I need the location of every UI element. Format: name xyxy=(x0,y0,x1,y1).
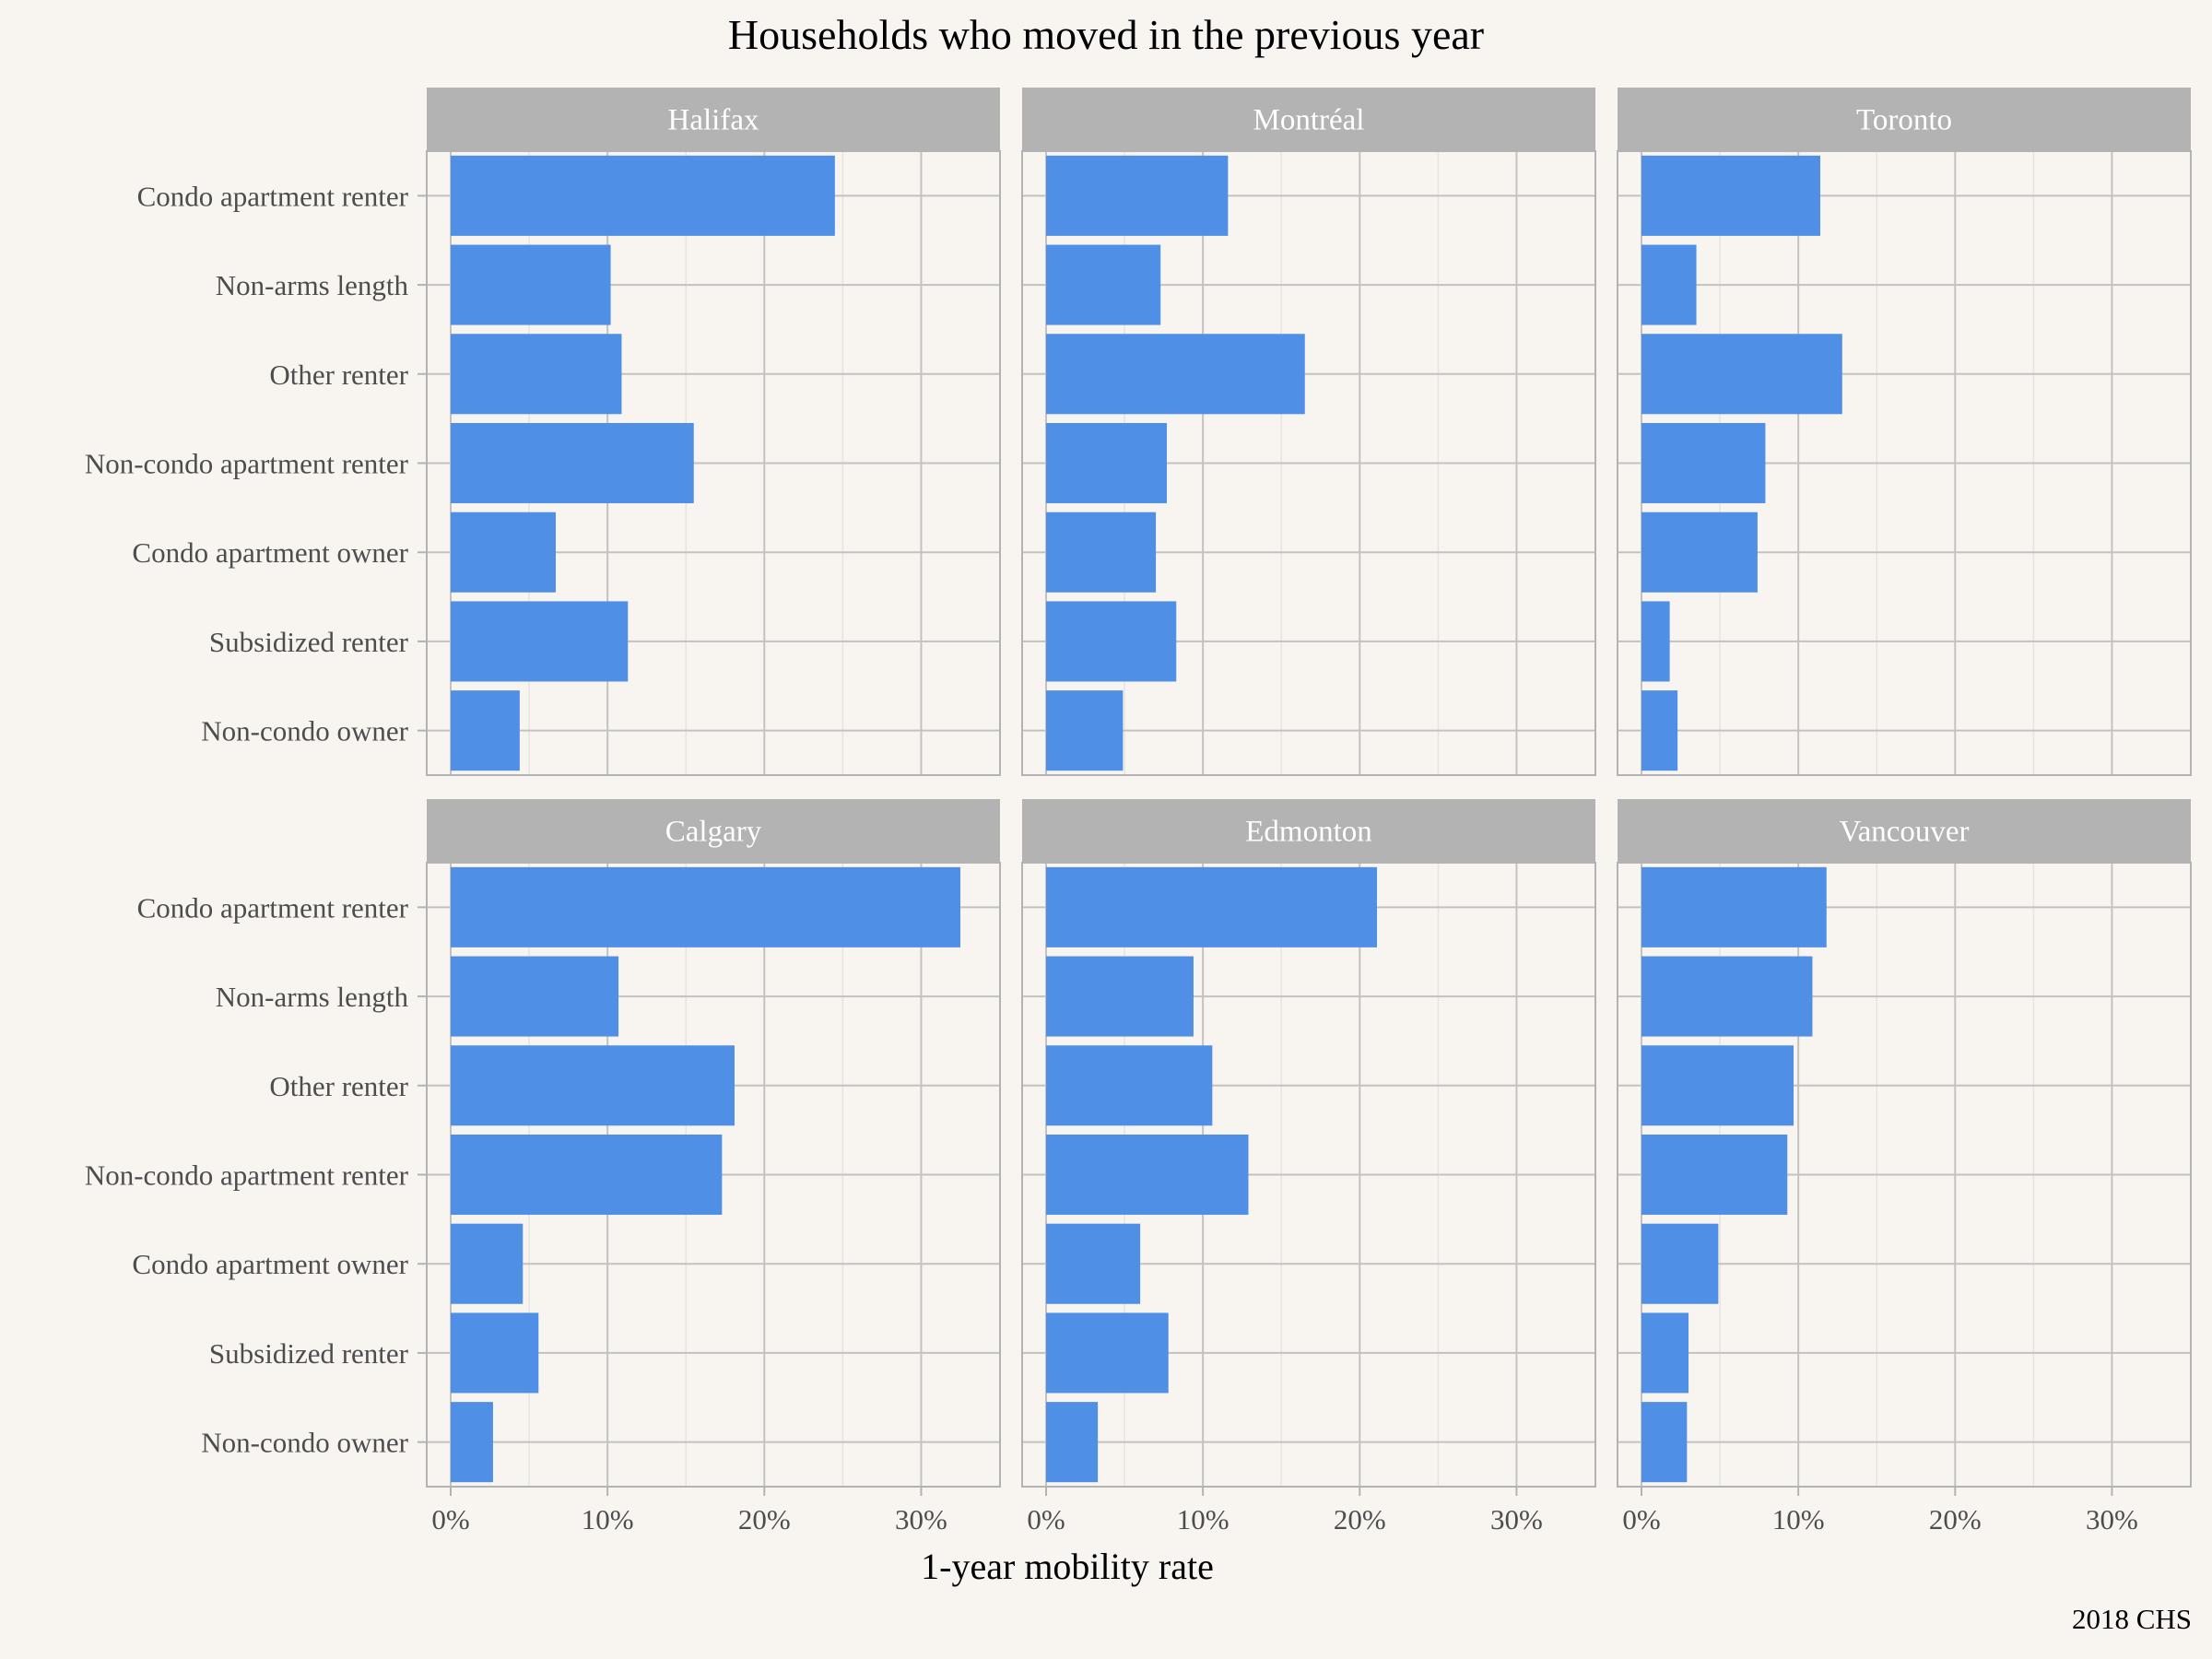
bar-toronto-subsidized-renter xyxy=(1641,601,1670,682)
bar-edmonton-non-condo-owner xyxy=(1046,1402,1099,1483)
bar-calgary-non-arms-length xyxy=(451,956,619,1037)
bar-toronto-non-condo-apartment-renter xyxy=(1641,422,1766,504)
x-tick-label: 30% xyxy=(895,1503,947,1535)
x-tick-label: 10% xyxy=(582,1503,634,1535)
facet-strip xyxy=(427,799,1000,863)
y-tick-label: Non-arms length xyxy=(216,981,409,1013)
bar-calgary-non-condo-apartment-renter xyxy=(451,1134,723,1216)
chart-title: Households who moved in the previous yea… xyxy=(728,11,1484,58)
facet-panel-edmonton: Edmonton 0% 10% 20% 30% xyxy=(1021,799,1596,1535)
y-tick-label: Other renter xyxy=(269,1070,408,1102)
panel-border xyxy=(1021,150,1596,776)
bar-montréal-non-arms-length xyxy=(1046,244,1161,325)
panel-border xyxy=(1617,150,2192,776)
facet-strip xyxy=(427,88,1000,151)
y-tick-label: Subsidized renter xyxy=(209,626,409,658)
facet-strip-label: Halifax xyxy=(668,104,759,137)
bar-halifax-subsidized-renter xyxy=(451,601,629,682)
y-tick-label: Condo apartment renter xyxy=(137,180,409,212)
y-tick-label: Non-condo apartment renter xyxy=(85,448,409,480)
y-tick-label: Other renter xyxy=(269,359,408,391)
bar-calgary-condo-apartment-owner xyxy=(451,1223,524,1304)
bar-vancouver-condo-apartment-owner xyxy=(1641,1223,1719,1304)
bar-halifax-non-arms-length xyxy=(451,244,611,325)
bar-calgary-non-condo-owner xyxy=(451,1402,493,1483)
bar-montréal-non-condo-owner xyxy=(1046,690,1124,771)
bar-calgary-condo-apartment-renter xyxy=(451,866,960,947)
facet-panel-vancouver: Vancouver 0% 10% 20% 30% xyxy=(1617,799,2192,1535)
y-tick-label: Non-condo apartment renter xyxy=(85,1159,409,1192)
bar-halifax-condo-apartment-renter xyxy=(451,155,835,236)
facet-strip xyxy=(1618,88,2191,151)
bar-montréal-condo-apartment-renter xyxy=(1046,155,1229,236)
y-tick-label: Condo apartment owner xyxy=(132,1248,408,1280)
facet-panel-halifax: Halifax Condo apartment renter Non-arms le… xyxy=(85,88,1001,776)
y-tick-label: Condo apartment renter xyxy=(137,891,409,924)
y-tick-label: Condo apartment owner xyxy=(132,536,408,569)
facet-panel-calgary: Calgary Condo apartment renter Non-arms le… xyxy=(85,799,1001,1535)
x-tick-label: 0% xyxy=(1027,1503,1065,1535)
x-tick-label: 20% xyxy=(1929,1503,1982,1535)
bar-edmonton-subsidized-renter xyxy=(1046,1312,1169,1394)
bar-edmonton-condo-apartment-renter xyxy=(1046,866,1378,947)
bar-montréal-subsidized-renter xyxy=(1046,601,1177,682)
bar-halifax-non-condo-owner xyxy=(451,690,520,771)
panel-border xyxy=(1617,862,2192,1488)
bar-vancouver-non-condo-owner xyxy=(1641,1402,1688,1483)
bar-edmonton-non-condo-apartment-renter xyxy=(1046,1134,1249,1216)
x-tick-label: 30% xyxy=(2086,1503,2138,1535)
chart-caption: 2018 CHS xyxy=(2072,1603,2192,1635)
bar-edmonton-condo-apartment-owner xyxy=(1046,1223,1141,1304)
bar-vancouver-subsidized-renter xyxy=(1641,1312,1689,1394)
facet-strip-label: Montréal xyxy=(1253,104,1365,137)
bar-edmonton-other-renter xyxy=(1046,1045,1213,1126)
facet-strip-label: Calgary xyxy=(665,816,762,849)
x-tick-label: 10% xyxy=(1772,1503,1825,1535)
facet-strip xyxy=(1022,799,1595,863)
bar-vancouver-non-condo-apartment-renter xyxy=(1641,1134,1788,1216)
facet-panel-montréal: Montréal xyxy=(1021,88,1596,776)
panel-border xyxy=(1021,862,1596,1488)
y-tick-label: Subsidized renter xyxy=(209,1337,409,1370)
bar-toronto-non-arms-length xyxy=(1641,244,1697,325)
bar-vancouver-non-arms-length xyxy=(1641,956,1813,1037)
bar-montréal-condo-apartment-owner xyxy=(1046,512,1157,593)
x-tick-label: 30% xyxy=(1490,1503,1543,1535)
bar-vancouver-other-renter xyxy=(1641,1045,1794,1126)
bar-halifax-non-condo-apartment-renter xyxy=(451,422,694,504)
y-tick-label: Non-condo owner xyxy=(201,1427,408,1459)
bar-toronto-non-condo-owner xyxy=(1641,690,1678,771)
bar-montréal-other-renter xyxy=(1046,334,1305,415)
y-tick-label: Non-arms length xyxy=(216,269,409,301)
bar-halifax-other-renter xyxy=(451,334,622,415)
facet-strip-label: Toronto xyxy=(1856,104,1952,137)
x-tick-label: 20% xyxy=(1334,1503,1386,1535)
bar-toronto-condo-apartment-owner xyxy=(1641,512,1758,593)
bar-montréal-non-condo-apartment-renter xyxy=(1046,422,1168,504)
x-tick-label: 20% xyxy=(738,1503,791,1535)
x-tick-label: 0% xyxy=(1622,1503,1660,1535)
x-tick-label: 10% xyxy=(1177,1503,1230,1535)
facet-strip xyxy=(1022,88,1595,151)
bar-toronto-other-renter xyxy=(1641,334,1842,415)
bar-edmonton-non-arms-length xyxy=(1046,956,1194,1037)
bar-calgary-other-renter xyxy=(451,1045,735,1126)
facet-panel-toronto: Toronto xyxy=(1617,88,2192,776)
facet-strip-label: Edmonton xyxy=(1245,816,1372,849)
facet-strip-label: Vancouver xyxy=(1839,816,1969,849)
facet-panels: Halifax Condo apartment renter Non-arms le… xyxy=(85,88,2192,1535)
x-axis-title: 1-year mobility rate xyxy=(921,1546,1214,1587)
x-tick-label: 0% xyxy=(431,1503,469,1535)
facet-strip xyxy=(1618,799,2191,863)
bar-vancouver-condo-apartment-renter xyxy=(1641,866,1827,947)
bar-toronto-condo-apartment-renter xyxy=(1641,155,1820,236)
bar-halifax-condo-apartment-owner xyxy=(451,512,556,593)
y-tick-label: Non-condo owner xyxy=(201,715,408,747)
bar-calgary-subsidized-renter xyxy=(451,1312,539,1394)
